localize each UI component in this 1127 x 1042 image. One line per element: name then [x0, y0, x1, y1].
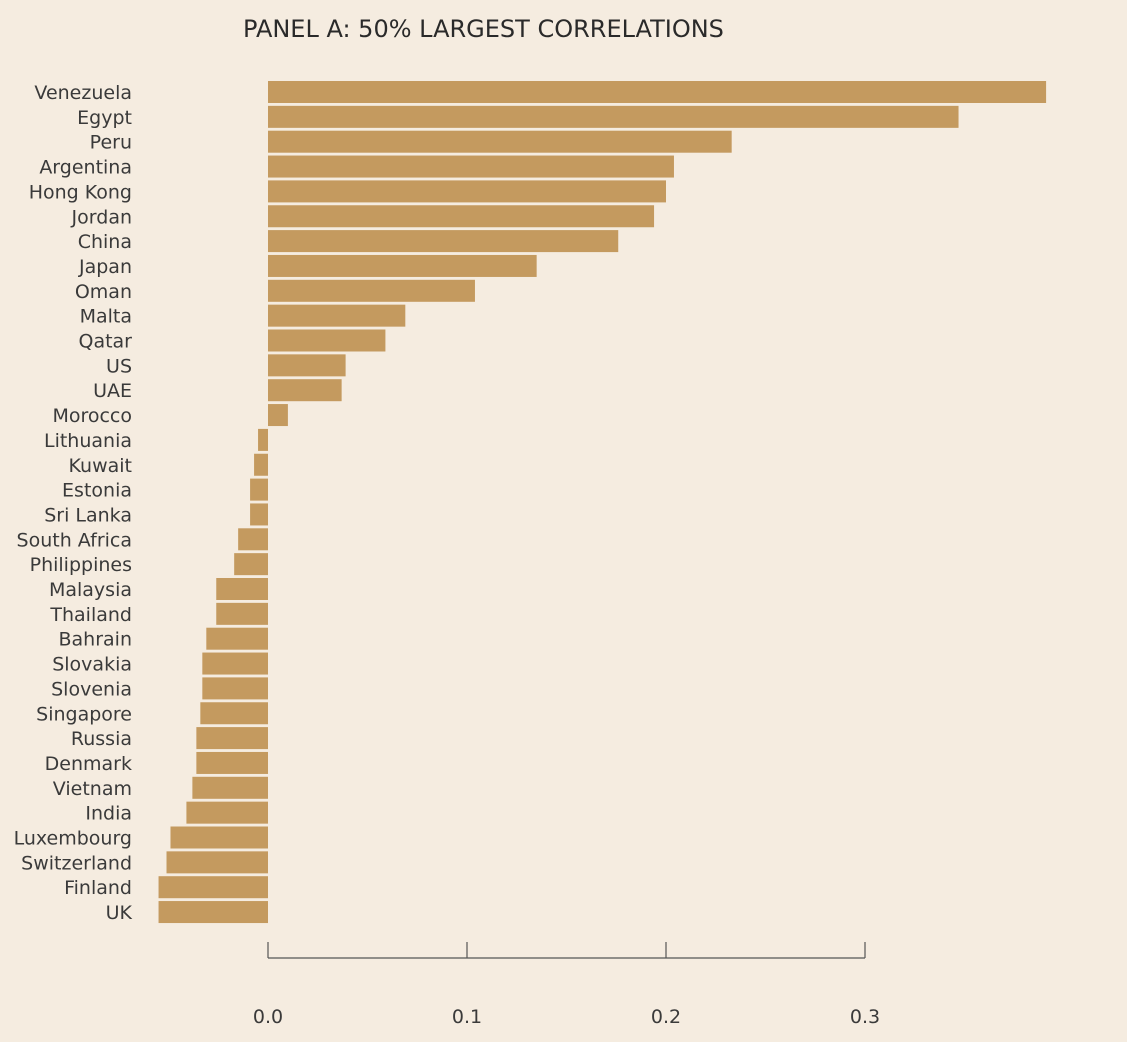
category-label: Estonia [62, 480, 132, 502]
category-label: Thailand [49, 604, 132, 626]
bar-vietnam [192, 776, 268, 799]
bar-south-africa [238, 528, 268, 551]
category-label: Lithuania [44, 430, 132, 452]
bars-group [158, 81, 1047, 924]
category-label: Malta [80, 306, 132, 328]
category-label: Philippines [30, 554, 132, 576]
category-label: China [78, 231, 132, 253]
category-label: Luxembourg [14, 828, 132, 850]
x-tick-label: 0.3 [850, 1006, 880, 1028]
bar-singapore [200, 702, 268, 725]
bar-slovenia [202, 677, 268, 700]
category-label: UK [106, 902, 133, 924]
category-label: Singapore [36, 703, 132, 725]
category-label: UAE [93, 380, 132, 402]
bar-us [268, 354, 346, 377]
bar-egypt [268, 105, 959, 128]
category-label: Finland [64, 877, 132, 899]
category-label: Morocco [52, 405, 132, 427]
x-tick-label: 0.1 [452, 1006, 482, 1028]
category-label: Peru [90, 132, 132, 154]
bar-switzerland [166, 851, 268, 874]
category-label: Japan [78, 256, 132, 278]
category-label: Egypt [77, 107, 132, 129]
bar-morocco [268, 404, 288, 427]
category-label: Slovenia [51, 678, 132, 700]
bar-china [268, 230, 619, 253]
bar-luxembourg [170, 826, 268, 849]
bar-slovakia [202, 652, 268, 675]
bar-peru [268, 130, 732, 153]
bar-bahrain [206, 627, 268, 650]
category-label: Bahrain [59, 629, 133, 651]
bar-kuwait [254, 453, 268, 476]
category-label: Hong Kong [29, 181, 132, 203]
bar-philippines [234, 553, 268, 576]
bar-japan [268, 254, 537, 277]
bar-hong-kong [268, 180, 666, 203]
category-label: Malaysia [49, 579, 132, 601]
bar-malaysia [216, 578, 268, 600]
category-label: Slovakia [52, 654, 132, 676]
category-label: Jordan [71, 206, 132, 228]
category-label: South Africa [17, 529, 132, 551]
category-label: Qatar [78, 331, 132, 353]
category-label: Denmark [45, 753, 132, 775]
category-label: Vietnam [53, 778, 132, 800]
chart-title: PANEL A: 50% LARGEST CORRELATIONS [243, 15, 724, 43]
bar-venezuela [268, 81, 1047, 103]
category-label: Russia [71, 728, 132, 750]
bar-malta [268, 304, 406, 327]
bar-oman [268, 279, 475, 302]
bar-finland [158, 876, 268, 899]
category-label: US [106, 355, 132, 377]
bar-argentina [268, 155, 674, 178]
bar-jordan [268, 205, 655, 228]
bar-uk [158, 901, 268, 924]
bar-sri-lanka [250, 503, 268, 526]
bar-uae [268, 379, 342, 402]
category-label: India [85, 803, 132, 825]
x-tick-label: 0.0 [253, 1006, 283, 1028]
bar-denmark [196, 751, 268, 774]
x-tick-label: 0.2 [651, 1006, 681, 1028]
category-label: Sri Lanka [44, 504, 132, 526]
bar-russia [196, 727, 268, 750]
category-label: Switzerland [21, 852, 132, 874]
bar-qatar [268, 329, 386, 352]
bar-thailand [216, 602, 268, 625]
x-axis: 0.0 0.1 0.2 0.3 [253, 942, 880, 1028]
bar-india [186, 801, 268, 824]
category-label: Argentina [39, 157, 132, 179]
category-label: Kuwait [69, 455, 132, 477]
bar-estonia [250, 478, 268, 501]
category-label: Oman [75, 281, 132, 303]
bar-lithuania [258, 428, 268, 451]
category-label: Venezuela [34, 82, 132, 104]
